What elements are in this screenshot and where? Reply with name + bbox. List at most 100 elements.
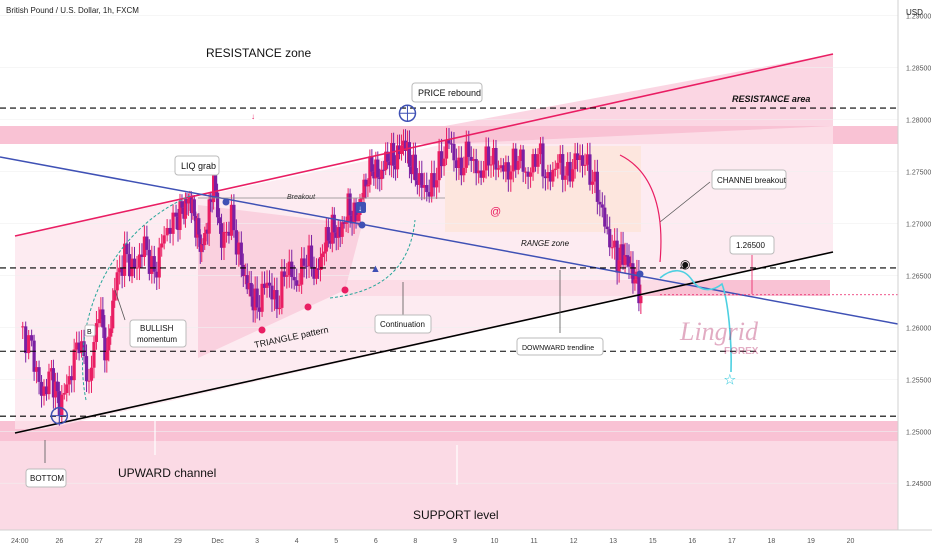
candle: [89, 355, 94, 393]
candle-body: [62, 392, 66, 395]
candle-body: [140, 254, 144, 257]
candle: [118, 255, 122, 285]
candle: [77, 331, 81, 361]
candle: [47, 363, 51, 400]
candle-body: [87, 380, 91, 382]
candle: [374, 151, 378, 189]
candle-body: [77, 342, 81, 354]
candle: [442, 146, 446, 176]
candle: [75, 331, 79, 360]
candle-body: [378, 177, 382, 180]
watermark-sub: FOREX: [724, 346, 759, 357]
candle: [439, 138, 444, 178]
candle-body: [477, 170, 481, 174]
candle-body: [454, 160, 459, 168]
marker-price-rebound: [398, 104, 417, 123]
target-callout: 1.26500: [729, 235, 775, 255]
candle: [67, 365, 71, 396]
candle: [494, 139, 498, 181]
candle-body: [538, 143, 543, 155]
candle-body: [42, 386, 46, 396]
candle: [39, 375, 44, 408]
candle: [420, 160, 424, 201]
candle: [92, 329, 96, 379]
candle-body: [484, 146, 488, 171]
candle: [467, 130, 471, 166]
candle-body: [200, 244, 204, 252]
candle: [561, 144, 565, 193]
candle: [457, 146, 461, 180]
candle-body: [588, 154, 592, 185]
time-tick-label: 19: [807, 538, 815, 545]
candle: [326, 218, 330, 248]
candle: [332, 207, 336, 244]
candle-body: [578, 155, 582, 160]
candle-body: [401, 140, 406, 146]
candle: [270, 273, 274, 312]
candle: [287, 249, 291, 288]
candle: [566, 152, 570, 185]
candle-body: [51, 368, 56, 398]
candle-body: [89, 367, 94, 381]
candle: [27, 329, 31, 360]
snail-icon: @: [490, 206, 501, 218]
continuation-callout: Continuation: [374, 314, 432, 334]
candle-body: [270, 285, 274, 300]
candle: [217, 208, 222, 234]
price-tick-label: 1.29000: [906, 14, 931, 21]
candle: [625, 242, 629, 268]
candle-body: [207, 199, 211, 234]
candle-body: [528, 172, 533, 177]
candle: [232, 194, 236, 238]
candle-body: [215, 192, 220, 218]
candle-body: [94, 323, 99, 342]
time-tick-label: 17: [728, 538, 736, 545]
time-tick-label: 20: [847, 538, 855, 545]
candle: [72, 338, 76, 393]
price-axis[interactable]: 1.29000 1.28500 1.28000 1.27500 1.27000 1.265…: [897, 0, 932, 550]
bottom-callout: BOTTOM: [25, 468, 67, 488]
candle: [516, 155, 520, 175]
candle-body: [229, 204, 234, 236]
candle: [546, 164, 550, 190]
candle: [486, 137, 491, 177]
candle-body: [499, 165, 503, 169]
candle-body: [619, 244, 623, 261]
candle: [558, 145, 562, 175]
candle: [174, 204, 178, 230]
candle: [65, 374, 69, 402]
candle: [171, 204, 175, 246]
candle: [348, 188, 352, 228]
candle-body: [160, 243, 164, 248]
candle-body: [99, 309, 103, 320]
candle: [491, 139, 496, 177]
candle-body: [457, 157, 461, 168]
candle-body: [105, 350, 109, 361]
candle-body: [183, 198, 188, 219]
candle: [260, 271, 264, 317]
upward-channel-label: UPWARD channel: [118, 466, 216, 480]
candle: [526, 167, 530, 190]
candle: [147, 239, 151, 281]
candle-body: [551, 169, 555, 182]
candle-body: [482, 170, 486, 178]
candle-body: [384, 151, 388, 171]
price-tick-label: 1.27000: [906, 221, 931, 228]
candle: [541, 136, 545, 189]
candle-body: [395, 145, 400, 170]
candle: [501, 158, 505, 180]
candle-body: [509, 171, 513, 180]
candle-body: [307, 245, 311, 267]
candle-body: [462, 167, 466, 176]
time-axis[interactable]: 24:00 26 27 28 29 Dec 3 4 5 6 8 9 10 11 12 13 15 16 17 18 19…: [0, 529, 932, 550]
up-arrow-icon: ▲: [370, 263, 381, 275]
target-label: 1.26500: [736, 241, 765, 250]
candle: [262, 271, 267, 295]
candle-body: [386, 151, 390, 162]
candle: [336, 220, 340, 250]
candle-body: [165, 227, 169, 236]
candle: [598, 189, 602, 217]
candle-body: [232, 204, 236, 231]
